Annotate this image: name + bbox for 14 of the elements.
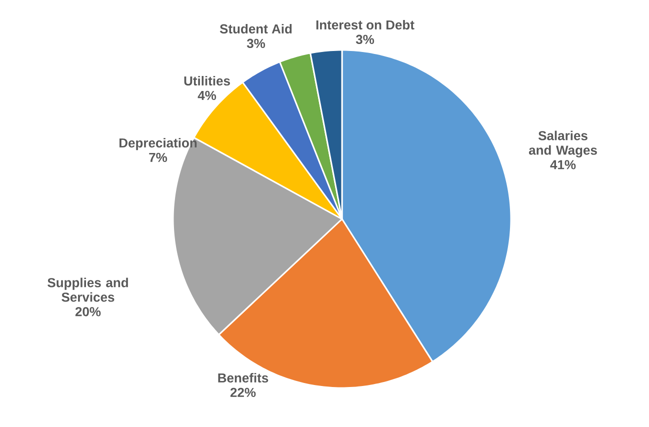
slice-label: Salaries and Wages <box>528 130 597 158</box>
data-label: 7% <box>149 152 168 162</box>
data-label: 22% <box>230 388 256 398</box>
slice-label: Interest on Debt <box>316 20 414 30</box>
data-label: 41% <box>550 160 576 170</box>
slice-label: Depreciation <box>120 138 197 150</box>
slice-label: Benefits <box>218 372 268 383</box>
slice-label: Student Aid <box>220 24 292 34</box>
data-label: 3% <box>356 34 374 44</box>
data-label: 4% <box>198 90 216 100</box>
data-label: 3% <box>246 38 266 48</box>
slice-label: Utilities <box>184 76 230 86</box>
slice-label: Supplies and Services <box>48 278 128 302</box>
data-label: 20% <box>75 307 101 316</box>
